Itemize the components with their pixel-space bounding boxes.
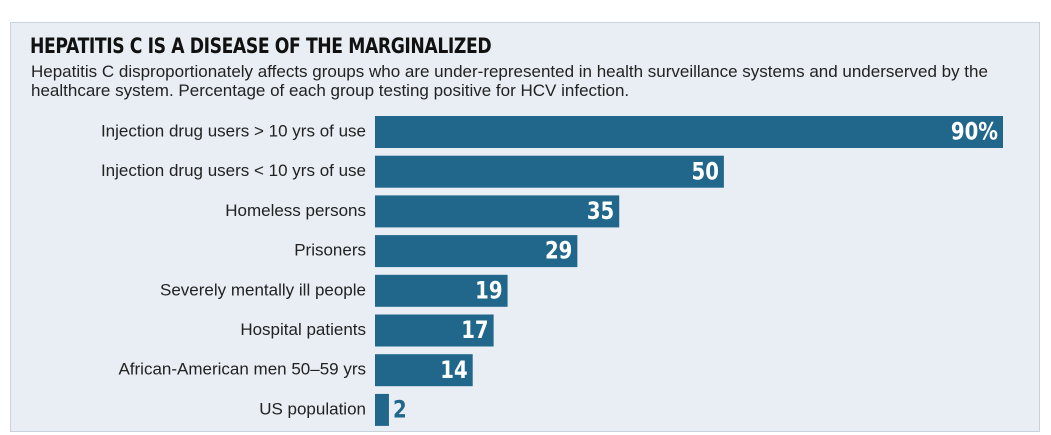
bar <box>375 116 1003 148</box>
bar <box>375 195 620 228</box>
category-label: Injection drug users > 10 yrs of use <box>101 121 366 140</box>
bar <box>375 354 473 387</box>
value-label: 2 <box>393 397 407 424</box>
bar <box>375 314 494 347</box>
value-label: 50 <box>692 158 719 185</box>
value-label: 35 <box>587 198 614 225</box>
bar <box>375 155 724 188</box>
value-label: 19 <box>475 278 502 305</box>
value-label: 29 <box>545 238 572 265</box>
chart-title: HEPATITIS C IS A DISEASE OF THE MARGINAL… <box>30 34 492 58</box>
category-label: Prisoners <box>294 241 366 260</box>
category-label: Homeless persons <box>225 201 366 220</box>
category-label: Severely mentally ill people <box>160 280 366 299</box>
value-label: 17 <box>461 317 488 344</box>
category-label: African-American men 50–59 yrs <box>118 360 366 379</box>
category-label: Injection drug users < 10 yrs of use <box>101 161 366 180</box>
bar <box>375 274 508 307</box>
bar <box>375 235 578 268</box>
chart-subtitle: Hepatitis C disproportionately affects g… <box>31 62 988 100</box>
category-label: US population <box>259 399 366 418</box>
bar <box>375 393 389 426</box>
value-label: 90% <box>951 119 998 146</box>
value-label: 14 <box>440 357 467 384</box>
category-label: Hospital patients <box>240 320 366 339</box>
